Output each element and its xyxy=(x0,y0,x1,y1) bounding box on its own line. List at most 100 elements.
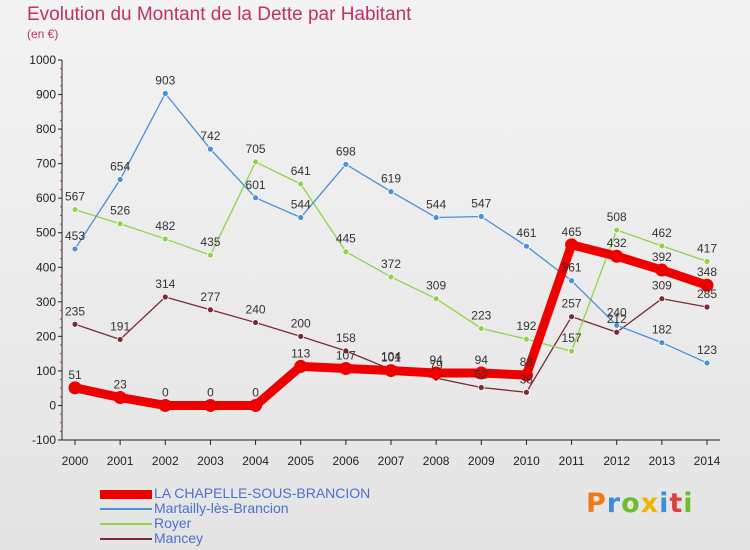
x-tick-label: 2009 xyxy=(468,454,495,468)
legend-item: Mancey xyxy=(100,530,420,546)
x-tick-label: 2005 xyxy=(287,454,314,468)
data-point xyxy=(252,319,259,326)
data-point xyxy=(71,206,79,213)
data-point xyxy=(384,364,398,378)
data-point xyxy=(655,263,669,277)
data-label: 277 xyxy=(200,290,220,304)
data-point xyxy=(116,176,124,183)
data-label: 453 xyxy=(65,229,85,243)
data-point xyxy=(387,188,395,196)
data-label: 619 xyxy=(381,172,401,186)
data-label: 361 xyxy=(562,261,582,275)
x-tick-label: 2002 xyxy=(152,454,179,468)
legend-swatch xyxy=(100,538,152,540)
data-point xyxy=(568,277,575,285)
data-point xyxy=(252,194,259,202)
y-tick-label: -100 xyxy=(32,433,56,447)
y-tick-label: 400 xyxy=(36,260,56,274)
chart-legend: LA CHAPELLE-SOUS-BRANCION Martailly-lès-B… xyxy=(100,485,420,546)
data-point xyxy=(207,251,214,259)
data-label: 742 xyxy=(200,129,220,143)
data-label: 482 xyxy=(155,219,175,233)
data-label: 417 xyxy=(697,241,717,255)
data-label: 544 xyxy=(291,198,311,212)
y-tick-label: 1000 xyxy=(29,53,56,67)
data-label: 182 xyxy=(652,323,672,337)
data-point xyxy=(342,347,350,355)
data-point xyxy=(523,335,530,343)
data-point xyxy=(432,295,440,303)
data-label: 88 xyxy=(520,355,534,369)
legend-item: Martailly-lès-Brancion xyxy=(100,500,420,516)
data-point xyxy=(703,257,711,265)
data-point xyxy=(342,248,350,256)
data-point xyxy=(207,145,214,153)
y-tick-label: 0 xyxy=(49,398,56,412)
data-label: 0 xyxy=(252,385,259,399)
data-label: 309 xyxy=(426,279,446,293)
data-label: 23 xyxy=(113,378,127,392)
data-point xyxy=(158,398,172,412)
data-label: 432 xyxy=(607,236,627,250)
data-label: 547 xyxy=(471,196,491,210)
data-point xyxy=(658,295,666,303)
data-label: 223 xyxy=(471,308,491,322)
data-point xyxy=(203,398,217,412)
data-label: 101 xyxy=(381,351,401,365)
data-point xyxy=(116,220,124,228)
data-point xyxy=(387,273,395,281)
data-label: 601 xyxy=(246,178,266,192)
data-point xyxy=(519,368,533,382)
legend-swatch xyxy=(100,508,152,510)
data-label: 113 xyxy=(291,346,310,360)
x-tick-label: 2012 xyxy=(603,454,630,468)
data-label: 79 xyxy=(429,358,443,372)
data-point xyxy=(429,366,443,380)
data-label: 192 xyxy=(516,319,536,333)
data-point xyxy=(477,213,485,220)
data-label: 200 xyxy=(291,316,311,330)
data-point xyxy=(568,313,575,321)
data-label: 567 xyxy=(65,190,85,204)
legend-item: Royer xyxy=(100,515,420,531)
data-point xyxy=(71,245,79,253)
data-point xyxy=(703,359,711,367)
x-tick-label: 2011 xyxy=(559,454,585,468)
data-label: 654 xyxy=(110,160,130,174)
data-label: 461 xyxy=(516,226,536,240)
data-label: 123 xyxy=(697,343,717,357)
data-point xyxy=(703,303,711,311)
y-tick-label: 500 xyxy=(36,226,56,240)
x-tick-label: 2001 xyxy=(107,454,134,468)
data-point xyxy=(477,325,485,332)
data-point xyxy=(207,306,214,314)
data-point xyxy=(432,214,440,221)
legend-label: Martailly-lès-Brancion xyxy=(154,500,289,516)
legend-label: Royer xyxy=(154,515,192,531)
x-tick-label: 2013 xyxy=(649,454,676,468)
data-point xyxy=(116,336,124,343)
data-point xyxy=(474,366,488,380)
data-label: 240 xyxy=(607,305,627,319)
data-point xyxy=(339,361,353,375)
x-tick-label: 2014 xyxy=(694,454,721,468)
data-point xyxy=(658,339,666,346)
y-tick-label: 100 xyxy=(36,364,56,378)
x-tick-label: 2004 xyxy=(242,454,269,468)
x-tick-label: 2000 xyxy=(62,454,89,468)
data-label: 235 xyxy=(65,304,85,318)
data-label: 257 xyxy=(562,297,582,311)
data-point xyxy=(565,238,579,252)
chart-subtitle: (en €) xyxy=(27,27,59,41)
data-label: 191 xyxy=(110,319,130,333)
data-label: 309 xyxy=(652,279,672,293)
legend-item: LA CHAPELLE-SOUS-BRANCION xyxy=(100,485,420,501)
data-label: 94 xyxy=(475,353,489,367)
data-label: 903 xyxy=(155,74,175,88)
data-point xyxy=(613,226,621,234)
data-point xyxy=(161,90,169,97)
data-label: 698 xyxy=(336,144,356,158)
legend-label: LA CHAPELLE-SOUS-BRANCION xyxy=(154,485,371,501)
data-point xyxy=(297,332,305,340)
data-point xyxy=(68,381,82,395)
